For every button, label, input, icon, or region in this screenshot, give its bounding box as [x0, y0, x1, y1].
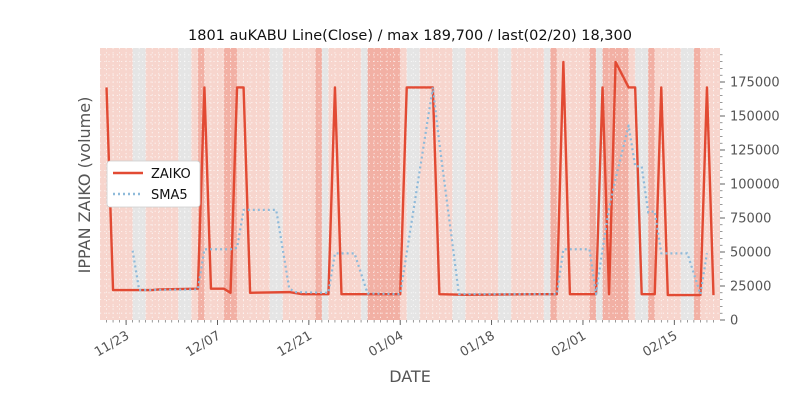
weekday-band	[628, 48, 636, 320]
weekday-band	[419, 48, 427, 320]
series-line-zaiko	[105, 60, 715, 297]
legend-label-zaiko: ZAIKO	[151, 167, 191, 182]
weekday-band	[308, 48, 316, 320]
x-axis-label: DATE	[389, 367, 431, 386]
y-axis-label: IPPAN ZAIKO (volume)	[75, 97, 94, 274]
chart-title: 1801 auKABU Line(Close) / max 189,700 / …	[188, 28, 632, 44]
weekday-band	[537, 48, 544, 320]
x-tick-label: 12/07	[184, 328, 224, 360]
weekday-band	[713, 48, 720, 320]
weekday-band	[295, 48, 303, 320]
weekday-band	[426, 48, 433, 320]
y-tick-label: 75000	[730, 212, 771, 227]
weekday-band	[354, 48, 362, 320]
x-tick-label: 01/18	[458, 328, 498, 360]
weekday-band	[530, 48, 538, 320]
x-tick-label: 02/01	[549, 328, 589, 360]
weekday-band	[100, 48, 107, 320]
weekday-band	[667, 48, 675, 320]
weekday-band	[674, 48, 681, 320]
weekday-band	[348, 48, 355, 320]
weekday-band	[289, 48, 296, 320]
x-tick-label: 01/04	[366, 328, 406, 360]
weekday-band	[465, 48, 472, 320]
weekday-band	[511, 48, 518, 320]
x-tick-label: 12/21	[275, 328, 315, 360]
series-lines	[105, 60, 715, 297]
weekday-band	[237, 48, 244, 320]
weekday-band	[485, 48, 492, 320]
weekday-band	[250, 48, 257, 320]
legend-label-sma5: SMA5	[151, 188, 188, 203]
y-tick-label: 150000	[730, 110, 780, 125]
weekday-band	[472, 48, 479, 320]
gridlines	[100, 48, 720, 320]
y-axis: 0 25000 50000 75000 100000 125000 150000 175000	[720, 54, 780, 329]
series-line-sma5	[131, 86, 709, 296]
legend: ZAIKO SMA5	[106, 160, 201, 208]
weekday-band	[524, 48, 531, 320]
weekday-band	[478, 48, 486, 320]
weekday-band	[263, 48, 270, 320]
highlight-band	[367, 48, 401, 320]
y-tick-label: 100000	[730, 178, 780, 193]
weekday-band	[582, 48, 590, 320]
y-tick-label: 25000	[730, 280, 771, 295]
weekday-band	[217, 48, 224, 320]
x-tick-label: 11/23	[92, 328, 132, 360]
y-tick-label: 50000	[730, 246, 771, 261]
highlight-band	[648, 48, 655, 320]
x-axis: 11/23 12/07 12/21 01/04 01/18 02/01 02/15	[92, 320, 714, 360]
y-tick-label: 0	[730, 314, 738, 329]
weekday-band	[302, 48, 309, 320]
weekday-band	[569, 48, 577, 320]
weekday-band	[439, 48, 446, 320]
highlight-band	[589, 48, 596, 320]
y-tick-label: 125000	[730, 144, 780, 159]
x-tick-label: 02/15	[640, 328, 680, 360]
highlight-band	[550, 48, 557, 320]
y-tick-label: 175000	[730, 76, 780, 91]
